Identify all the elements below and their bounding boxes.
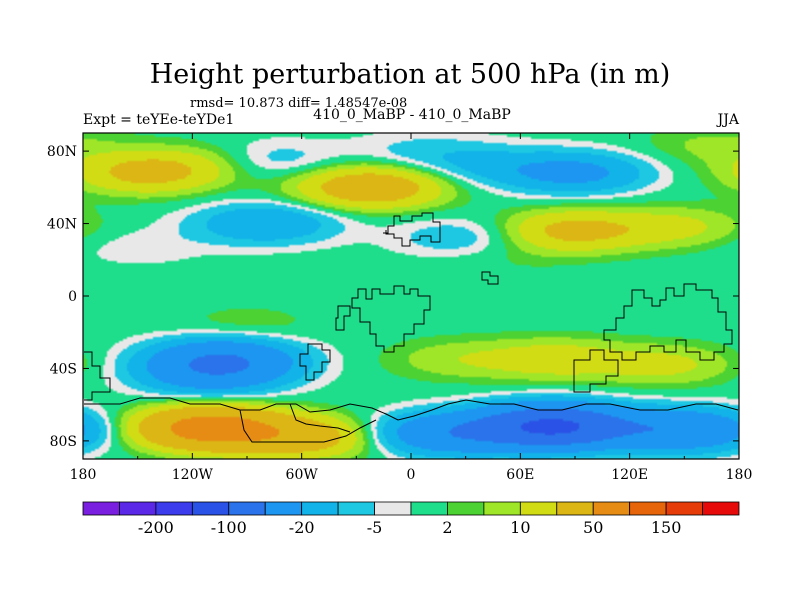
x-tick-label: 180	[726, 467, 753, 483]
colorbar-swatch	[82, 501, 120, 516]
experiment-label: Expt = teYEe-teYDe1	[83, 112, 234, 128]
y-tick-label: 40N	[47, 217, 77, 233]
season-label: JJA	[716, 112, 740, 128]
colorbar-label: -100	[211, 518, 247, 537]
colorbar-swatch	[191, 501, 230, 516]
coastline-africa	[351, 285, 431, 353]
coastline-antarctic-peninsula	[239, 409, 377, 443]
coastline-southeast-asia	[603, 283, 733, 361]
coastline-ross-shelf	[289, 403, 351, 433]
x-tick-label: 120W	[172, 467, 214, 483]
colorbar-label: 150	[651, 518, 682, 537]
x-tick-label: 180	[70, 467, 97, 483]
coastline-antarctic-pacific	[84, 351, 111, 401]
chart-title: Height perturbation at 500 hPa (in m)	[150, 59, 671, 90]
colorbar-swatch	[264, 501, 303, 516]
coastline-south-america	[299, 343, 331, 381]
coastline-central-america	[335, 305, 351, 331]
x-axis: 180 120W 60W 0 60E 120E 180	[70, 133, 753, 483]
colorbar-swatch	[447, 501, 485, 516]
colorbar-swatch	[629, 501, 667, 516]
x-tick-label: 120E	[611, 467, 648, 483]
colorbar-swatch	[702, 501, 740, 516]
x-tick-label: 60E	[506, 467, 534, 483]
y-tick-label: 80S	[50, 434, 77, 450]
colorbar-label: -5	[367, 518, 383, 537]
y-axis: 80N 40N 0 40S 80S	[47, 144, 739, 450]
colorbar-swatch	[337, 501, 375, 516]
colorbar-label: 50	[583, 518, 603, 537]
colorbar-label: 2	[442, 518, 452, 537]
colorbar-swatch	[665, 501, 703, 516]
height-perturbation-field	[83, 133, 739, 459]
y-tick-label: 0	[68, 289, 77, 305]
x-tick-label: 60W	[286, 467, 319, 483]
coastline-antarctica	[84, 397, 739, 421]
y-tick-label: 40S	[50, 361, 77, 377]
colorbar-swatch	[301, 501, 339, 516]
x-tick-label: 0	[407, 467, 416, 483]
coastline-arabia	[481, 271, 499, 285]
colorbar-label: 10	[510, 518, 530, 537]
colorbar-swatch	[519, 501, 558, 516]
case-label: 410_0_MaBP - 410_0_MaBP	[313, 107, 511, 123]
colorbar-swatch	[410, 501, 448, 516]
colorbar-swatch	[556, 501, 594, 516]
y-tick-label: 80N	[47, 144, 77, 160]
chart-stats: rmsd= 10.873 diff= 1.48547e-08	[190, 96, 407, 111]
colorbar-label: -20	[289, 518, 315, 537]
colorbar-swatch	[228, 501, 266, 516]
colorbar-swatch	[119, 501, 157, 516]
colorbar-swatch	[374, 501, 412, 516]
colorbar-swatch	[592, 501, 631, 516]
colorbar: -200 -100 -20 -5 2 10 50 150	[82, 501, 740, 537]
colorbar-label: -200	[138, 518, 174, 537]
plot-area	[83, 133, 739, 459]
coastline-australia-north	[573, 349, 619, 393]
coastline-greenland-europe	[383, 212, 441, 247]
coastlines	[84, 212, 739, 443]
colorbar-swatch	[483, 501, 521, 516]
colorbar-swatch	[155, 501, 193, 516]
